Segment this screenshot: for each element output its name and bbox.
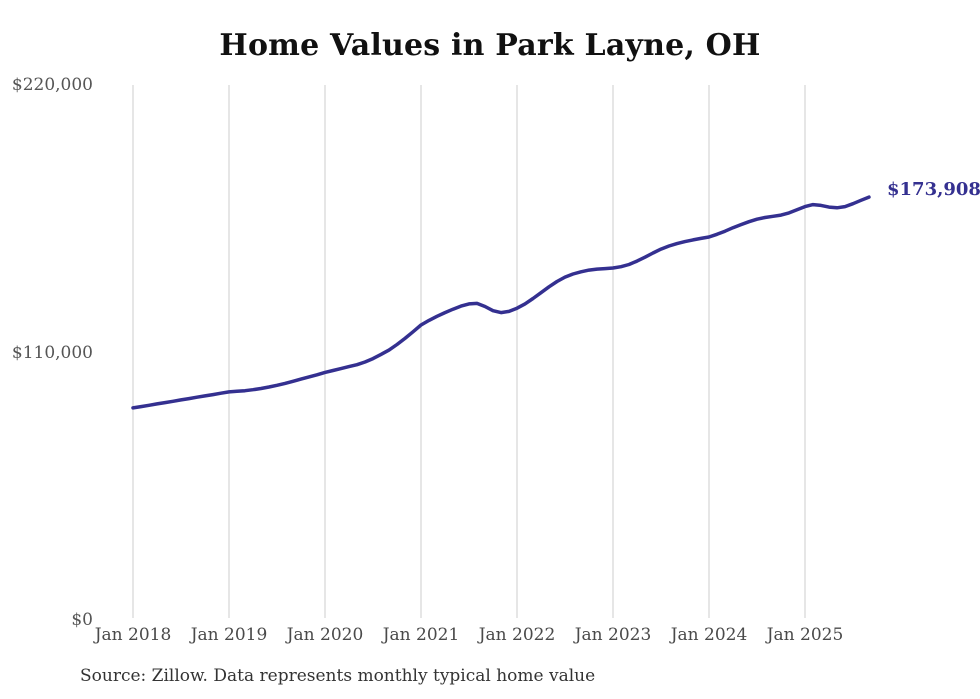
- x-tick-label: Jan 2024: [670, 625, 748, 645]
- source-note: Source: Zillow. Data represents monthly …: [80, 666, 596, 686]
- gridlines: [132, 85, 806, 618]
- y-tick-label: $220,000: [11, 75, 93, 95]
- x-tick-label: Jan 2025: [766, 625, 844, 645]
- chart-title: Home Values in Park Layne, OH: [219, 28, 761, 63]
- x-tick-label: Jan 2021: [382, 625, 460, 645]
- x-tick-label: Jan 2018: [94, 625, 172, 645]
- y-tick-label: $110,000: [11, 342, 93, 363]
- home-value-line: [131, 195, 871, 410]
- x-tick-label: Jan 2020: [286, 625, 364, 645]
- x-tick-label: Jan 2022: [478, 625, 556, 645]
- x-tick-label: Jan 2023: [574, 625, 652, 645]
- last-value-label: $173,908: [887, 179, 980, 200]
- y-tick-label: $0: [71, 610, 93, 630]
- x-tick-label: Jan 2019: [190, 625, 268, 645]
